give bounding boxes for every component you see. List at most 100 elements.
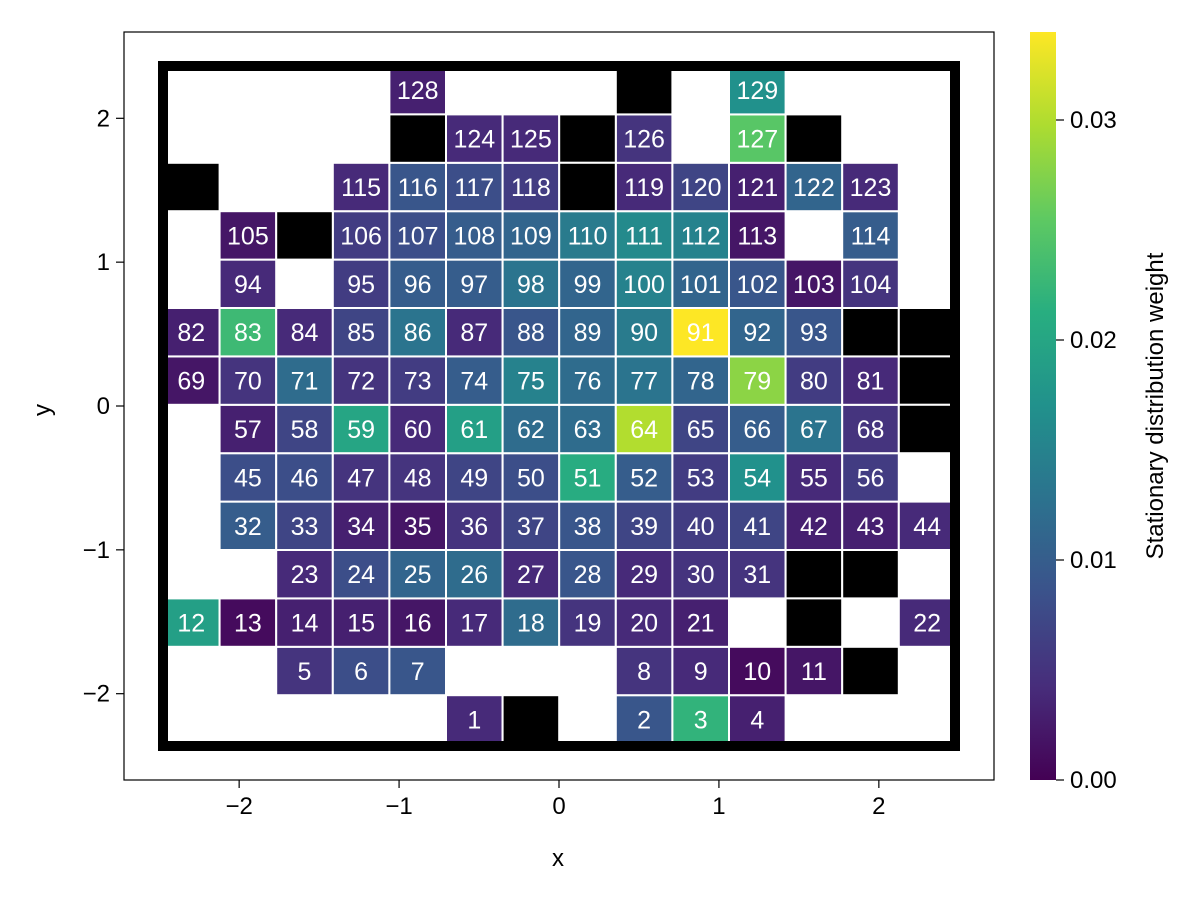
state-cell-95: 95: [331, 258, 391, 310]
state-id-label: 43: [857, 513, 885, 541]
obstacle-cell: [614, 65, 674, 116]
state-cell-28: 28: [558, 549, 617, 600]
state-cell-fill: [331, 258, 391, 310]
state-cell-fill: [558, 307, 617, 358]
state-id-label: 102: [736, 271, 778, 299]
state-id-label: 61: [460, 416, 488, 444]
state-id-label: 22: [913, 610, 941, 638]
state-cell-fill: [841, 161, 900, 213]
state-id-label: 66: [743, 416, 771, 444]
state-cell-45: 45: [218, 452, 278, 503]
state-id-label: 48: [404, 464, 432, 492]
state-id-label: 93: [800, 319, 828, 347]
state-cell-71: 71: [275, 355, 334, 406]
state-cell-48: 48: [388, 452, 447, 503]
state-id-label: 69: [177, 368, 205, 396]
state-cell-12: 12: [162, 597, 221, 648]
state-cell-21: 21: [671, 597, 731, 648]
state-id-label: 23: [291, 561, 319, 589]
state-id-label: 36: [460, 513, 488, 541]
state-id-label: 101: [680, 271, 722, 299]
state-id-label: 76: [574, 368, 602, 396]
state-id-label: 85: [347, 319, 375, 347]
obstacle-cell: [897, 355, 957, 406]
colorbar: 0.00 0.01 0.02 0.03 Stationary distribution…: [1030, 32, 1169, 794]
state-cell-fill: [614, 645, 674, 697]
state-cell-1: 1: [445, 694, 504, 745]
state-cell-26: 26: [445, 549, 504, 600]
state-id-label: 11: [801, 658, 827, 686]
state-cell-14: 14: [275, 597, 334, 648]
state-cell-114: 114: [841, 210, 900, 261]
state-cell-47: 47: [331, 452, 391, 503]
state-cell-58: 58: [275, 403, 334, 455]
state-id-label: 25: [404, 561, 432, 589]
state-cell-61: 61: [445, 403, 504, 455]
state-cell-35: 35: [388, 500, 447, 552]
state-id-label: 24: [347, 561, 375, 589]
obstacle-cell: [897, 403, 957, 455]
state-cell-56: 56: [841, 452, 900, 503]
state-cell-117: 117: [445, 161, 504, 213]
state-id-label: 49: [460, 464, 488, 492]
state-id-label: 90: [630, 319, 658, 347]
state-cell-fill: [218, 597, 278, 648]
state-id-label: 94: [234, 271, 262, 299]
state-id-label: 65: [687, 416, 715, 444]
state-cell-54: 54: [728, 452, 787, 503]
state-id-label: 103: [793, 271, 835, 299]
state-cell-40: 40: [671, 500, 731, 552]
state-cell-79: 79: [728, 355, 787, 406]
state-cell-fill: [388, 500, 447, 552]
state-cell-fill: [671, 258, 731, 310]
state-cell-fill: [671, 549, 731, 600]
state-cell-6: 6: [331, 645, 391, 697]
state-id-label: 86: [404, 319, 432, 347]
state-cell-fill: [897, 500, 957, 552]
state-cell-41: 41: [728, 500, 787, 552]
state-cell-17: 17: [445, 597, 504, 648]
state-id-label: 81: [857, 368, 885, 396]
state-id-label: 107: [397, 222, 439, 250]
state-id-label: 97: [460, 271, 488, 299]
state-id-label: 125: [510, 126, 552, 154]
state-cell-fill: [614, 452, 674, 503]
state-id-label: 21: [687, 610, 715, 638]
state-id-label: 44: [913, 513, 941, 541]
state-cell-8: 8: [614, 645, 674, 697]
state-cell-fill: [218, 403, 278, 455]
state-cell-fill: [784, 645, 844, 697]
x-axis-title: x: [552, 845, 564, 872]
state-cell-86: 86: [388, 307, 447, 358]
state-cell-88: 88: [501, 307, 561, 358]
x-tick-label: −1: [385, 793, 412, 820]
state-cell-115: 115: [331, 161, 391, 213]
state-cell-fill: [841, 210, 900, 261]
obstacle-cells: [162, 65, 957, 745]
obstacle-cell: [897, 307, 957, 358]
state-cell-59: 59: [331, 403, 391, 455]
state-cell-fill: [558, 452, 617, 503]
state-cell-97: 97: [445, 258, 504, 310]
state-cell-50: 50: [501, 452, 561, 503]
obstacle-cell: [501, 694, 561, 745]
state-cell-110: 110: [558, 210, 617, 261]
state-cell-fill: [728, 452, 787, 503]
state-cell-73: 73: [388, 355, 447, 406]
state-id-label: 72: [347, 368, 375, 396]
state-cell-72: 72: [331, 355, 391, 406]
state-cell-100: 100: [614, 258, 674, 310]
state-cell-63: 63: [558, 403, 617, 455]
state-cell-109: 109: [501, 210, 561, 261]
state-id-label: 121: [736, 174, 778, 202]
state-cell-31: 31: [728, 549, 787, 600]
state-cell-fill: [614, 597, 674, 648]
state-cell-42: 42: [784, 500, 844, 552]
state-cell-122: 122: [784, 161, 844, 213]
state-id-label: 110: [568, 222, 608, 250]
state-cell-fill: [445, 452, 504, 503]
state-cell-fill: [445, 500, 504, 552]
state-cell-fill: [445, 161, 504, 213]
state-cell-fill: [445, 210, 504, 261]
state-id-label: 30: [687, 561, 715, 589]
